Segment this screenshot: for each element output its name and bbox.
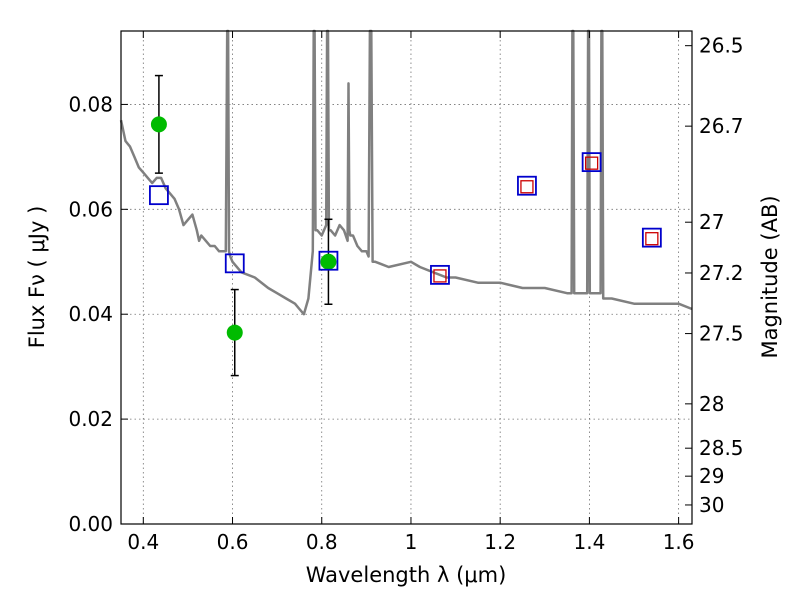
x-tick-label: 1 (405, 530, 418, 554)
y2-tick-label: 29 (699, 464, 724, 488)
x-tick-label: 1.6 (663, 530, 695, 554)
spectrum-line (119, 29, 693, 316)
y2-tick-label: 28.5 (699, 436, 744, 460)
model-flux-square-inner (584, 156, 599, 170)
model-flux-square (641, 227, 662, 248)
observed-flux-point (150, 116, 167, 133)
error-bars (154, 74, 333, 377)
axis-ticks: 0.4 0.6 0.8 1 1.2 1.4 1.6 0.00 0.02 0.04 0.06 0.08 2… (68, 31, 744, 554)
model-flux-square-inner (645, 232, 659, 246)
model-flux-square (430, 264, 450, 285)
y-tick-label: 0.02 (68, 407, 113, 431)
model-flux-square (581, 152, 602, 173)
model-flux-square-inner (433, 269, 447, 283)
model-flux-square (149, 185, 169, 206)
model-flux-square-inner (520, 180, 534, 194)
x-tick-label: 0.4 (127, 530, 159, 554)
x-tick-label: 0.6 (217, 530, 249, 554)
y2-tick-label: 26.5 (699, 34, 744, 58)
model-flux-square (517, 175, 537, 196)
x-tick-label: 0.8 (306, 530, 338, 554)
grid (121, 31, 692, 525)
y2-axis-label: Magnitude (AB) (758, 195, 782, 358)
y2-tick-label: 27.2 (699, 261, 744, 285)
x-axis-label: Wavelength λ (μm) (306, 563, 507, 587)
x-tick-label: 1.4 (573, 530, 605, 554)
observed-flux-point (226, 324, 243, 341)
model-flux-square (224, 253, 245, 274)
y2-tick-label: 30 (699, 493, 724, 517)
y-tick-label: 0.06 (68, 197, 113, 221)
plot-frame (120, 30, 693, 525)
y-tick-label: 0.00 (68, 512, 113, 536)
model-spectrum (119, 29, 693, 316)
y2-tick-label: 26.7 (699, 114, 744, 138)
y2-tick-label: 27.5 (699, 322, 744, 346)
photometry-markers (149, 116, 662, 341)
y-axis-label: Flux Fν ( μJy ) (25, 206, 49, 349)
x-tick-label: 1.2 (484, 530, 516, 554)
y2-tick-label: 27 (699, 210, 724, 234)
observed-flux-point (320, 253, 337, 270)
y-tick-label: 0.08 (68, 92, 113, 116)
y2-tick-label: 28 (699, 392, 724, 416)
model-flux-square (318, 250, 339, 271)
y-tick-label: 0.04 (68, 302, 113, 326)
